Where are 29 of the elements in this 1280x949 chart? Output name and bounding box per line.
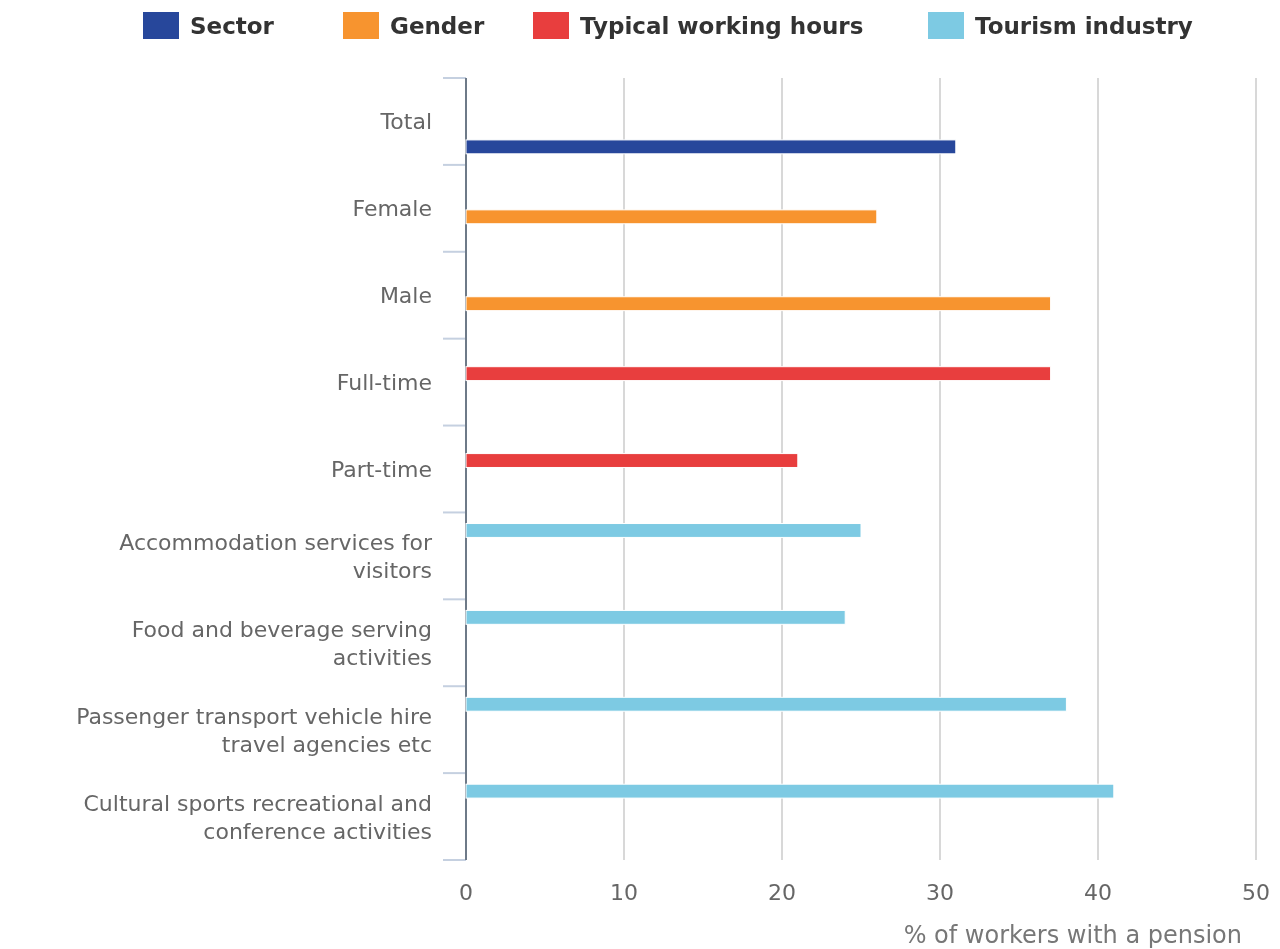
bar xyxy=(465,523,862,538)
bar xyxy=(465,696,1067,712)
bar xyxy=(465,209,878,225)
legend-label: Typical working hours xyxy=(580,13,864,39)
y-tick-label: Full-time xyxy=(336,370,432,396)
bar xyxy=(465,139,957,155)
legend-label: Sector xyxy=(190,13,275,39)
y-tick-label: Accommodation services for visitors xyxy=(119,529,433,583)
bar xyxy=(465,366,1052,382)
legend-label: Gender xyxy=(390,13,485,39)
x-tick-label: 10 xyxy=(610,880,638,905)
x-tick-label: 40 xyxy=(1084,880,1112,905)
bar xyxy=(465,783,1115,799)
legend-label: Tourism industry xyxy=(975,13,1193,39)
y-tick-label: Female xyxy=(352,196,432,222)
bar xyxy=(465,609,846,625)
x-tick-label: 50 xyxy=(1242,880,1270,905)
y-tick-label: Passenger transport vehicle hire travel agencies etc xyxy=(76,703,432,757)
x-tick-label: 20 xyxy=(768,880,796,905)
y-tick-label: Male xyxy=(379,283,432,309)
y-tick-label: Food and beverage serving activities xyxy=(131,616,432,670)
x-tick-label: 30 xyxy=(926,880,954,905)
y-tick-label: Total xyxy=(379,109,432,135)
bar xyxy=(465,453,799,468)
y-tick-label: Part-time xyxy=(330,457,432,482)
x-tick-label: 0 xyxy=(459,880,473,905)
bar xyxy=(465,296,1052,312)
x-axis-title: % of workers with a pension xyxy=(903,921,1242,949)
y-tick-label: Cultural sports recreational and conference activities xyxy=(83,790,432,844)
